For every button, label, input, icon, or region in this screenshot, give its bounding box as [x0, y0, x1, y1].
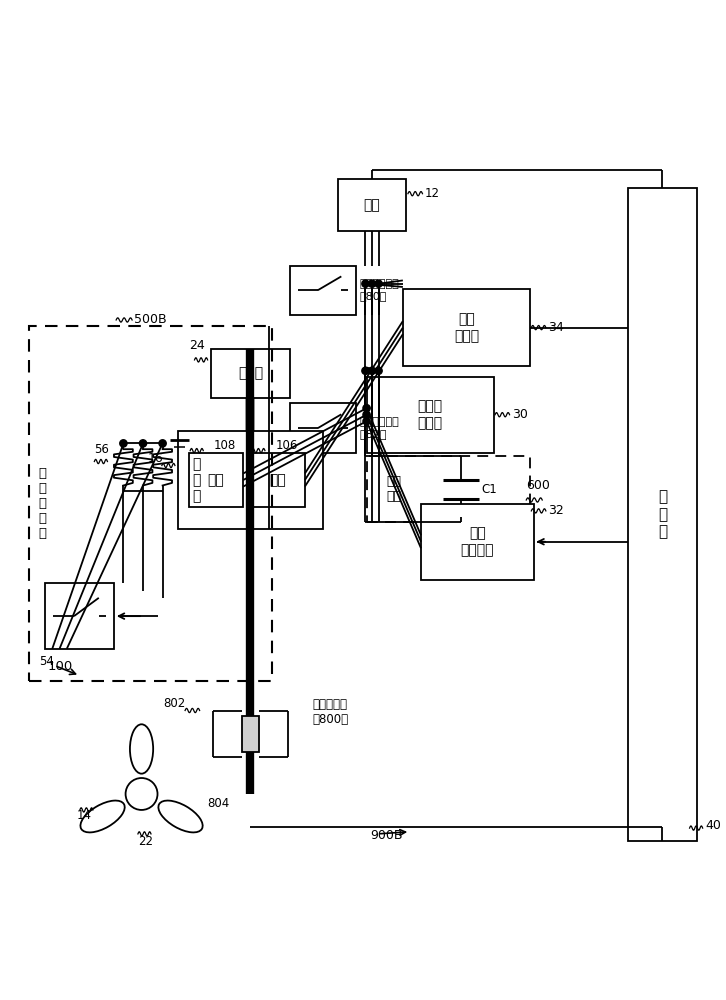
- Bar: [367, 456, 530, 522]
- Text: 34: 34: [548, 321, 564, 334]
- Circle shape: [375, 367, 382, 374]
- Bar: [45, 583, 114, 649]
- Text: 机械制动器
（800）: 机械制动器 （800）: [312, 698, 348, 726]
- Text: 500B: 500B: [134, 313, 167, 326]
- Bar: [178, 431, 323, 529]
- Bar: [338, 179, 407, 231]
- Text: C1: C1: [481, 483, 497, 496]
- Circle shape: [375, 280, 382, 287]
- Text: 发
电
机: 发 电 机: [192, 457, 200, 503]
- Bar: [189, 453, 243, 507]
- Text: 30: 30: [512, 408, 528, 421]
- Text: 第二开关元件
（82）: 第二开关元件 （82）: [359, 417, 399, 439]
- Text: 804: 804: [207, 797, 229, 810]
- Text: 12: 12: [425, 187, 440, 200]
- Text: 40: 40: [706, 819, 722, 832]
- Text: 106: 106: [276, 439, 298, 452]
- Text: 第一开关元件
（80）: 第一开关元件 （80）: [359, 279, 399, 301]
- Text: 定子: 定子: [269, 473, 286, 487]
- Ellipse shape: [130, 724, 153, 774]
- Text: 802: 802: [163, 697, 186, 710]
- Text: 32: 32: [548, 504, 564, 517]
- Text: 直流
链路: 直流 链路: [387, 475, 401, 503]
- Text: 108: 108: [214, 439, 237, 452]
- Circle shape: [363, 418, 370, 425]
- Text: 24: 24: [189, 339, 205, 352]
- Circle shape: [362, 280, 369, 287]
- Circle shape: [363, 411, 370, 418]
- Bar: [290, 403, 356, 453]
- Text: 电网: 电网: [364, 198, 380, 212]
- Text: 16: 16: [147, 452, 163, 465]
- Text: 14: 14: [76, 809, 91, 822]
- Ellipse shape: [158, 801, 203, 832]
- Text: 主
制
动
电
路: 主 制 动 电 路: [38, 467, 46, 540]
- Text: 控
制
器: 控 制 器: [658, 490, 667, 539]
- Ellipse shape: [81, 801, 125, 832]
- Bar: [250, 453, 305, 507]
- Circle shape: [368, 280, 375, 287]
- Text: 辅助
制动电路: 辅助 制动电路: [460, 527, 494, 557]
- Bar: [403, 289, 530, 366]
- Text: 转子: 转子: [208, 473, 224, 487]
- Circle shape: [363, 405, 370, 412]
- Circle shape: [362, 367, 369, 374]
- Circle shape: [120, 440, 127, 447]
- Bar: [290, 266, 356, 315]
- Text: 900B: 900B: [370, 829, 403, 842]
- Text: 转子侧
变流器: 转子侧 变流器: [417, 400, 443, 430]
- Text: 齿轮箱: 齿轮箱: [238, 367, 263, 381]
- Bar: [29, 326, 272, 681]
- Bar: [211, 349, 290, 398]
- Bar: [367, 377, 494, 453]
- Bar: [421, 504, 534, 580]
- Bar: [628, 188, 697, 841]
- Text: 54: 54: [39, 655, 54, 668]
- Bar: [242, 716, 259, 752]
- Circle shape: [159, 440, 166, 447]
- Text: 600: 600: [526, 479, 550, 492]
- Text: 网侧
变流器: 网侧 变流器: [454, 313, 479, 343]
- Text: 56: 56: [94, 443, 109, 456]
- Text: 22: 22: [138, 835, 153, 848]
- Text: 100: 100: [47, 660, 73, 673]
- Circle shape: [139, 440, 147, 447]
- Circle shape: [368, 367, 375, 374]
